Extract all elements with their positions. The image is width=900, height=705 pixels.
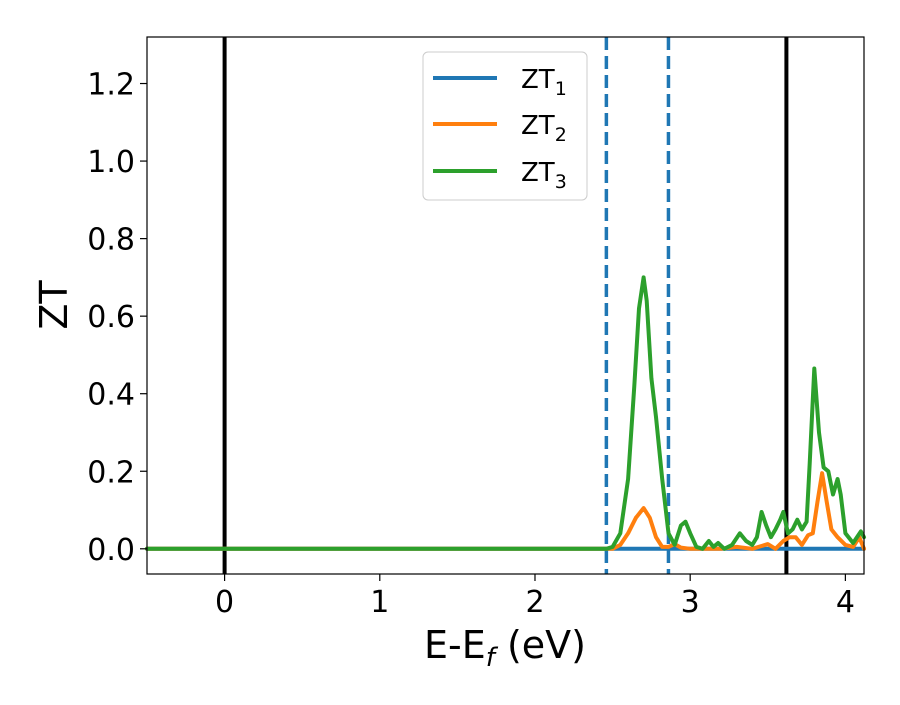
x-tick-label: 1 — [370, 585, 389, 620]
y-tick-label: 1.2 — [87, 68, 135, 103]
y-tick-label: 0.4 — [87, 378, 135, 413]
x-tick-label: 0 — [215, 585, 234, 620]
legend-label-zt1: ZT1 — [521, 65, 567, 100]
tick-group: 0 1 2 3 4 0.0 0.2 0.4 0.6 0.8 1.0 1.2 — [87, 68, 855, 620]
x-axis-label-main: E-E — [424, 623, 486, 667]
plot-area — [145, 37, 866, 574]
y-tick-label: 1.0 — [87, 145, 135, 180]
y-tick-label: 0.6 — [87, 300, 135, 335]
y-tick-label: 0.2 — [87, 455, 135, 490]
legend-box — [422, 51, 588, 201]
y-axis-label: ZT — [32, 280, 76, 330]
axes-frame — [146, 36, 865, 575]
x-axis-label-unit: (eV) — [495, 623, 586, 667]
series-line-zt3 — [145, 275, 866, 551]
x-tick-label: 3 — [681, 585, 700, 620]
series-line-zt2 — [145, 471, 866, 551]
y-tick-label: 0.0 — [87, 533, 135, 568]
y-tick-label: 0.8 — [87, 223, 135, 258]
legend: ZT1 ZT2 ZT3 — [422, 51, 588, 201]
legend-label-zt2: ZT2 — [521, 111, 567, 146]
legend-label-zt3: ZT3 — [521, 158, 567, 193]
x-axis-label: E-Ef (eV) — [424, 623, 586, 673]
x-tick-label: 2 — [525, 585, 544, 620]
x-tick-label: 4 — [836, 585, 855, 620]
